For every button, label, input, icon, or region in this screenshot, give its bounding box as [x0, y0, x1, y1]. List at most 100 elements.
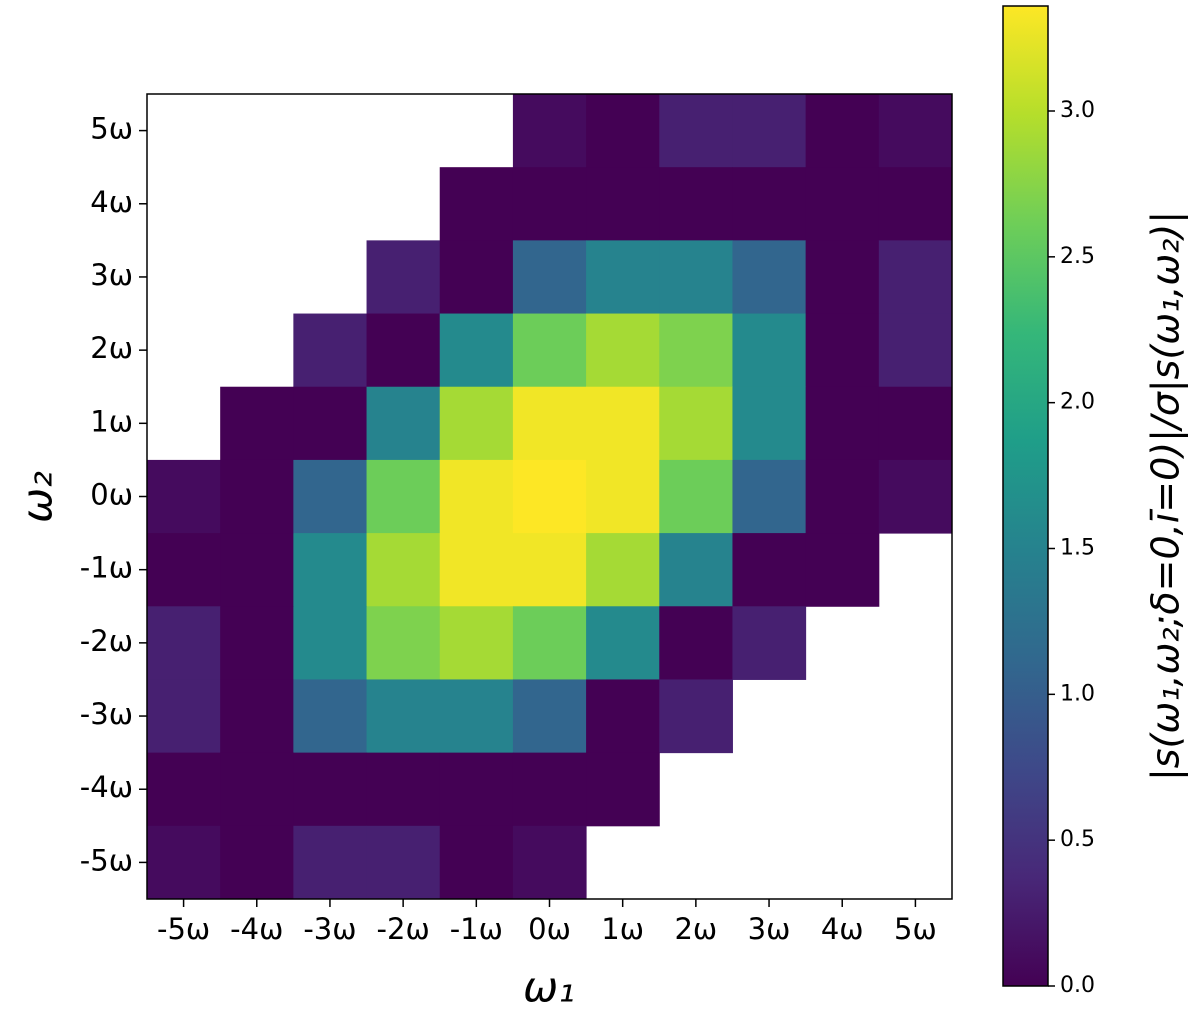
heatmap-cell	[147, 459, 221, 534]
heatmap-cell	[805, 313, 880, 388]
x-tick-label: -4ω	[230, 912, 283, 946]
heatmap-cell	[439, 533, 514, 607]
heatmap-cell	[878, 459, 953, 534]
x-tick-label: 3ω	[748, 912, 791, 946]
heatmap-cell	[439, 825, 514, 900]
heatmap-cell	[293, 679, 368, 754]
heatmap-cell	[220, 386, 294, 461]
heatmap-cell	[220, 679, 294, 754]
heatmap-cell	[147, 606, 221, 680]
heatmap-cell	[732, 240, 807, 315]
heatmap-cell	[512, 606, 587, 680]
heatmap-cell	[805, 386, 880, 461]
heatmap-cell	[439, 459, 514, 534]
x-tick-label: 2ω	[674, 912, 717, 946]
heatmap-cell	[878, 386, 953, 461]
heatmap-cell	[878, 313, 953, 388]
y-tick-label: -2ω	[80, 624, 133, 658]
heatmap-cell	[512, 313, 587, 388]
heatmap-cell	[366, 679, 441, 754]
heatmap-cell	[805, 533, 880, 607]
colorbar-tick-label: 2.0	[1060, 390, 1095, 415]
heatmap-cell	[586, 240, 660, 315]
heatmap-cell	[586, 679, 660, 754]
heatmap-cell	[512, 240, 587, 315]
heatmap-cell	[512, 459, 587, 534]
colorbar-tick-label: 3.0	[1060, 98, 1095, 123]
heatmap-cell	[586, 752, 660, 827]
x-tick-label: 0ω	[528, 912, 571, 946]
x-tick-label: 1ω	[601, 912, 644, 946]
y-tick-label: 0ω	[90, 478, 133, 512]
y-tick-label: 5ω	[90, 112, 133, 146]
x-tick-label: -5ω	[157, 912, 210, 946]
heatmap-cell	[439, 240, 514, 315]
heatmap-cell	[512, 94, 587, 168]
heatmap-cell	[512, 386, 587, 461]
heatmap-cell	[293, 533, 368, 607]
heatmap-cell	[439, 752, 514, 827]
heatmap-cell	[366, 752, 441, 827]
heatmap-cell	[439, 167, 514, 241]
heatmap-cell	[659, 94, 733, 168]
heatmap-cell	[512, 752, 587, 827]
colorbar-label: |s(ω₁,ω₂;δ=0,ī=0)|/σ|s(ω₁,ω₂)|	[1144, 211, 1189, 781]
heatmap-cell	[293, 459, 368, 534]
heatmap-cell	[586, 386, 660, 461]
heatmap-cell	[659, 386, 733, 461]
heatmap-cell	[586, 167, 660, 241]
heatmap-cell	[586, 533, 660, 607]
heatmap-cell	[366, 386, 441, 461]
heatmap-cell	[366, 240, 441, 315]
heatmap-cell	[659, 533, 733, 607]
heatmap-cell	[878, 240, 953, 315]
heatmap-cell	[732, 94, 807, 168]
heatmap-cell	[732, 167, 807, 241]
colorbar-tick-label: 0.5	[1060, 827, 1095, 852]
heatmap-cell	[220, 752, 294, 827]
heatmap-cell	[805, 94, 880, 168]
heatmap-cell	[512, 825, 587, 900]
x-tick-label: -2ω	[377, 912, 430, 946]
heatmap-cell	[805, 240, 880, 315]
heatmap-cell	[878, 167, 953, 241]
y-tick-label: -4ω	[80, 770, 133, 804]
heatmap-cell	[293, 752, 368, 827]
heatmap-cell	[220, 606, 294, 680]
y-tick-label: 2ω	[90, 331, 133, 365]
x-axis-label: ω₁	[523, 963, 575, 1012]
heatmap-cell	[586, 459, 660, 534]
heatmap-cell	[512, 167, 587, 241]
heatmap-cell	[293, 386, 368, 461]
heatmap-cell	[147, 679, 221, 754]
heatmap-cell	[366, 313, 441, 388]
heatmap-cell	[293, 825, 368, 900]
heatmap-cell	[586, 606, 660, 680]
x-tick-label: -3ω	[303, 912, 356, 946]
heatmap-cell	[293, 606, 368, 680]
colorbar-tick-label: 0.0	[1060, 973, 1095, 998]
y-tick-label: 1ω	[90, 404, 133, 438]
heatmap-cell	[586, 313, 660, 388]
heatmap-cell	[147, 752, 221, 827]
heatmap-cell	[659, 459, 733, 534]
y-axis-label: ω₂	[13, 471, 62, 523]
colorbar-tick-label: 1.0	[1060, 681, 1095, 706]
heatmap-cell	[366, 825, 441, 900]
y-tick-label: 3ω	[90, 258, 133, 292]
colorbar-tick-label: 1.5	[1060, 536, 1095, 561]
colorbar	[1002, 5, 1049, 987]
heatmap-cell	[732, 386, 807, 461]
heatmap-cell	[586, 94, 660, 168]
heatmap-cell	[659, 167, 733, 241]
heatmap-cell	[366, 606, 441, 680]
heatmap-cell	[878, 94, 953, 168]
heatmap-cell	[805, 167, 880, 241]
heatmap-cell	[220, 825, 294, 900]
heatmap-cell	[220, 459, 294, 534]
heatmap-cell	[147, 825, 221, 900]
y-tick-label: 4ω	[90, 185, 133, 219]
heatmap-cell	[512, 533, 587, 607]
heatmap-cell	[732, 313, 807, 388]
